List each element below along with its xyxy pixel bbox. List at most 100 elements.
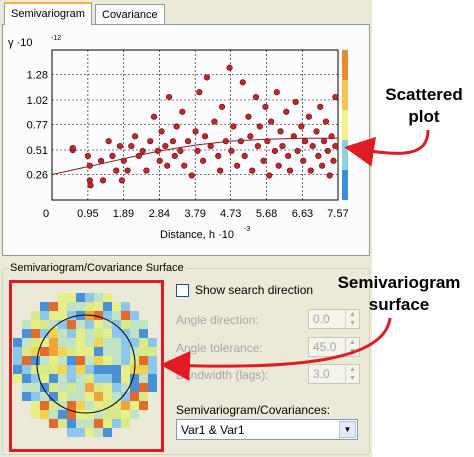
scatter-point	[290, 133, 297, 140]
surface-cell	[40, 383, 49, 392]
surface-cell	[85, 428, 94, 437]
y-tick-label: 0.77	[27, 120, 48, 132]
spinner-arrows-icon[interactable]: ▲ ▼	[345, 338, 359, 356]
surface-cell	[31, 410, 40, 419]
scatter-point	[294, 147, 301, 155]
surface-cell	[76, 419, 85, 428]
scatter-point	[203, 74, 211, 81]
surface-cell	[67, 293, 76, 302]
surface-cell	[40, 311, 49, 320]
surface-cell	[139, 383, 148, 392]
surface-cell	[121, 374, 130, 383]
chevron-down-icon[interactable]: ▼	[339, 421, 356, 438]
y-tick-label: 0.26	[27, 170, 48, 182]
surface-cell	[130, 347, 139, 356]
surface-cell	[22, 365, 31, 374]
surface-cell	[112, 347, 121, 356]
surface-cell	[67, 338, 76, 347]
plot-frame	[51, 49, 339, 201]
scatter-point	[105, 138, 112, 145]
surface-cell	[58, 320, 67, 329]
surface-cell	[40, 365, 49, 374]
surface-cell	[103, 365, 112, 374]
surface-cell	[121, 311, 130, 320]
scatter-point	[273, 89, 280, 96]
bandwidth-spinner[interactable]: 3.0 ▲ ▼	[308, 364, 360, 384]
angle-tolerance-value: 45.0	[313, 340, 337, 354]
surface-cell	[58, 347, 67, 356]
surface-cell	[94, 410, 103, 419]
scatter-point	[326, 172, 333, 179]
scatter-point	[135, 152, 142, 159]
surface-cell	[13, 356, 22, 365]
scatter-point	[116, 142, 124, 150]
surface-cell	[58, 401, 67, 410]
surface-cell	[58, 293, 67, 302]
surface-cell	[121, 383, 130, 392]
surface-cell	[121, 365, 130, 374]
surface-cell	[139, 329, 148, 338]
surface-cell	[40, 320, 49, 329]
surface-cell	[130, 329, 139, 338]
scatter-point	[298, 123, 305, 130]
scatter-point	[315, 152, 322, 159]
scatter-point	[99, 177, 107, 184]
surface-cell	[67, 365, 76, 374]
colorbar-segment	[342, 110, 348, 140]
surface-cell	[103, 311, 112, 320]
surface-cell	[22, 392, 31, 401]
surface-cell	[112, 302, 121, 311]
scatter-point	[283, 108, 290, 115]
tab-semivariogram[interactable]: Semivariogram	[4, 2, 92, 25]
spinner-arrows-icon[interactable]: ▲ ▼	[345, 365, 359, 383]
surface-cell	[22, 338, 31, 347]
surface-cell	[103, 356, 112, 365]
surface-cell	[112, 410, 121, 419]
surface-cell	[85, 392, 94, 401]
surface-cell	[31, 329, 40, 338]
angle-tolerance-spinner[interactable]: 45.0 ▲ ▼	[308, 337, 360, 357]
surface-cell	[94, 293, 103, 302]
surface-cell	[112, 338, 121, 347]
surface-cell	[67, 311, 76, 320]
scatter-point	[320, 138, 328, 145]
show-search-direction-checkbox[interactable]	[176, 283, 189, 297]
surface-cell	[139, 338, 148, 347]
surface-cell	[130, 338, 139, 347]
y-tick-labels: 0.26 0.51 0.77 1.02 1.28	[27, 70, 48, 182]
x-tick-label: 0.95	[77, 208, 98, 220]
bandwidth-label: Bandwidth (lags):	[176, 368, 269, 382]
surface-cell	[148, 374, 157, 383]
surface-cell	[148, 347, 157, 356]
surface-cell	[148, 383, 157, 392]
surface-cell	[94, 311, 103, 320]
surface-cell	[22, 374, 31, 383]
surface-cell	[67, 302, 76, 311]
surface-cell	[148, 365, 157, 374]
surface-cell	[58, 419, 67, 428]
scatter-point	[245, 113, 252, 120]
x-tick-label: 2.84	[149, 208, 170, 220]
scatter-point	[309, 142, 316, 150]
scatter-point	[332, 93, 339, 101]
covariances-select[interactable]: Var1 & Var1 ▼	[176, 419, 358, 440]
surface-cell	[40, 347, 49, 356]
surface-cell	[103, 347, 112, 356]
tab-covariance[interactable]: Covariance	[95, 4, 165, 24]
surface-cell	[49, 329, 58, 338]
surface-cell	[40, 401, 49, 410]
show-search-direction-row[interactable]: Show search direction	[176, 283, 313, 297]
surface-cell	[76, 410, 85, 419]
surface-cell	[31, 356, 40, 365]
surface-cell	[49, 347, 58, 356]
scatter-point	[171, 152, 178, 159]
surface-cell	[94, 320, 103, 329]
scatter-point	[313, 128, 320, 135]
surface-cell	[13, 347, 22, 356]
surface-cell	[67, 374, 76, 383]
scatter-point	[132, 133, 139, 140]
scatter-point	[128, 142, 135, 150]
colorbar-segment	[342, 80, 348, 110]
surface-cell	[85, 410, 94, 419]
surface-cell	[67, 392, 76, 401]
